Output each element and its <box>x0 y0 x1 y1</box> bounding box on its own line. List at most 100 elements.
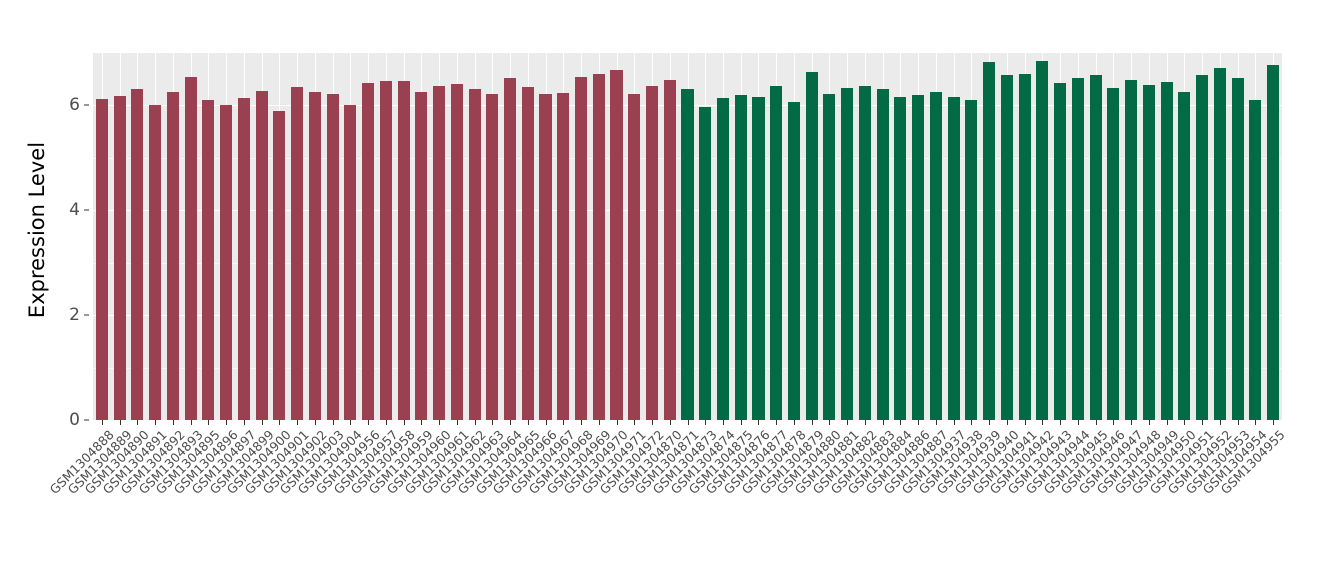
bar[interactable] <box>95 99 108 420</box>
x-tick-mark <box>172 420 174 425</box>
bar[interactable] <box>273 110 286 420</box>
x-tick-mark <box>669 420 671 425</box>
bar[interactable] <box>858 86 871 420</box>
bar[interactable] <box>947 97 960 420</box>
bar[interactable] <box>131 89 144 420</box>
bar[interactable] <box>592 73 605 420</box>
x-tick-mark <box>1024 420 1026 425</box>
bar[interactable] <box>823 93 836 420</box>
bar[interactable] <box>663 80 676 420</box>
bar[interactable] <box>468 89 481 420</box>
bar[interactable] <box>379 81 392 420</box>
x-tick-mark <box>279 420 281 425</box>
x-tick-mark <box>368 420 370 425</box>
bar[interactable] <box>166 91 179 420</box>
x-tick-mark <box>350 420 352 425</box>
bar[interactable] <box>805 71 818 420</box>
bar[interactable] <box>699 107 712 420</box>
bar[interactable] <box>1107 88 1120 420</box>
bar[interactable] <box>1267 65 1280 420</box>
bar[interactable] <box>539 93 552 420</box>
x-tick-mark <box>510 420 512 425</box>
bar[interactable] <box>574 76 588 420</box>
x-axis-labels: GSM1304888 GSM1304889 GSM1304890 GSM1304891… <box>46 427 1287 577</box>
bar[interactable] <box>628 93 641 420</box>
bar[interactable] <box>308 92 321 420</box>
x-tick-mark <box>1113 420 1115 425</box>
x-tick-mark <box>953 420 955 425</box>
bar[interactable] <box>450 84 463 420</box>
bar[interactable] <box>202 100 215 420</box>
bar[interactable] <box>787 101 800 420</box>
x-tick-mark <box>545 420 547 425</box>
bar[interactable] <box>149 105 162 420</box>
bar[interactable] <box>1213 68 1226 420</box>
x-tick-mark <box>989 420 991 425</box>
y-tick-mark <box>84 104 89 106</box>
bar[interactable] <box>1071 78 1084 420</box>
x-tick-mark <box>918 420 920 425</box>
bar[interactable] <box>716 98 730 420</box>
bar[interactable] <box>113 96 126 420</box>
bar[interactable] <box>610 69 623 420</box>
bar[interactable] <box>1018 73 1031 420</box>
bar[interactable] <box>237 98 250 420</box>
bar[interactable] <box>983 61 996 420</box>
bar[interactable] <box>645 85 659 420</box>
bar[interactable] <box>504 78 517 420</box>
bar[interactable] <box>291 86 304 420</box>
bar[interactable] <box>362 83 375 420</box>
y-tick-label: 6 <box>69 95 80 116</box>
x-tick-mark <box>492 420 494 425</box>
x-tick-mark <box>226 420 228 425</box>
x-tick-mark <box>1148 420 1150 425</box>
x-tick-mark <box>598 420 600 425</box>
bar[interactable] <box>965 100 978 420</box>
bar[interactable] <box>397 80 410 420</box>
bar[interactable] <box>521 86 534 420</box>
bar[interactable] <box>770 86 783 420</box>
bar[interactable] <box>1231 77 1244 420</box>
bar[interactable] <box>1089 75 1102 420</box>
bar[interactable] <box>1036 61 1049 420</box>
bar[interactable] <box>433 85 446 420</box>
x-tick-mark <box>705 420 707 425</box>
x-tick-mark <box>652 420 653 425</box>
x-tick-mark <box>243 420 245 425</box>
x-tick-mark <box>793 420 795 425</box>
bar[interactable] <box>1142 84 1155 420</box>
bar[interactable] <box>894 97 907 420</box>
x-tick-mark <box>829 420 831 425</box>
bar[interactable] <box>486 94 499 420</box>
y-tick-mark <box>84 314 89 316</box>
bar[interactable] <box>415 91 428 420</box>
x-tick-mark <box>1166 420 1168 425</box>
bar[interactable] <box>1125 80 1138 420</box>
bar[interactable] <box>752 97 765 420</box>
bar[interactable] <box>557 92 570 420</box>
bar[interactable] <box>1249 99 1262 420</box>
bar[interactable] <box>1054 82 1067 420</box>
x-tick-mark <box>864 420 866 425</box>
bar[interactable] <box>344 105 357 420</box>
bar[interactable] <box>1160 82 1173 420</box>
x-tick-mark <box>314 420 316 425</box>
bar[interactable] <box>912 94 925 420</box>
bar[interactable] <box>1000 74 1013 420</box>
x-tick-mark <box>261 420 263 425</box>
bar[interactable] <box>734 94 747 420</box>
bar[interactable] <box>1178 92 1191 420</box>
bar[interactable] <box>841 88 854 420</box>
bar[interactable] <box>220 105 233 420</box>
x-tick-mark <box>137 420 139 425</box>
x-tick-mark <box>119 420 121 425</box>
bar[interactable] <box>184 77 197 420</box>
y-tick-label: 2 <box>69 305 80 326</box>
bar[interactable] <box>681 89 694 420</box>
bar[interactable] <box>326 94 339 420</box>
bar[interactable] <box>255 90 268 420</box>
x-tick-mark <box>190 420 192 425</box>
bar[interactable] <box>876 88 889 420</box>
bar[interactable] <box>1196 75 1209 420</box>
bar[interactable] <box>929 92 942 420</box>
